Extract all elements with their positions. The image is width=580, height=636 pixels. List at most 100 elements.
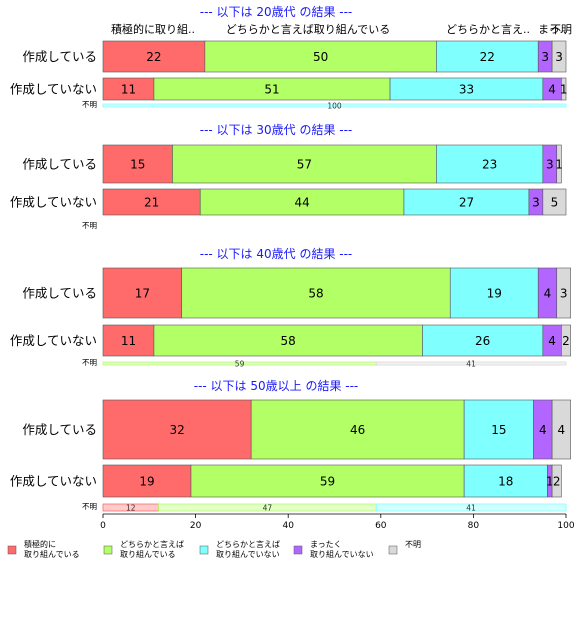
bar-value-label: 57	[297, 158, 312, 172]
bar-value-label: 4	[548, 83, 556, 97]
x-tick-label: 80	[468, 521, 480, 531]
bar-value-label: 51	[264, 83, 279, 97]
bar-segment	[463, 464, 548, 498]
bar-value-label: 3	[555, 50, 563, 64]
bar-value-label: 44	[294, 196, 309, 210]
bar-segment	[375, 503, 567, 512]
bar-segment	[190, 464, 465, 498]
bar-value-label: 1	[546, 475, 554, 489]
x-tick-label: 100	[557, 521, 574, 531]
legend-swatch	[293, 545, 303, 555]
row-label: 作成している	[22, 422, 97, 437]
bar-segment	[153, 324, 423, 357]
bar-value-label: 58	[281, 334, 296, 348]
panel-title: --- 以下は 40歳代 の結果 ---	[200, 247, 353, 261]
column-header: 不明	[550, 23, 572, 36]
bar-segment	[172, 144, 437, 184]
row-label: 作成している	[22, 49, 97, 64]
bar-value-label: 17	[135, 287, 150, 301]
bar-value-label: 1	[555, 158, 563, 172]
column-header: まっ..	[538, 23, 567, 36]
bar-value-label: 22	[146, 50, 161, 64]
bar-value-label: 46	[350, 423, 365, 437]
x-tick-label: 60	[375, 521, 387, 531]
row-label: 作成している	[22, 286, 97, 301]
bar-value-label: 100	[327, 102, 342, 111]
row-label: 作成していない	[10, 474, 97, 489]
legend-swatch	[388, 545, 398, 555]
bar-value-label: 59	[235, 360, 245, 369]
bar-value-label: 4	[544, 287, 552, 301]
bar-segment	[204, 40, 437, 73]
bar-value-label: 15	[130, 158, 145, 172]
row-label: 作成していない	[10, 333, 97, 348]
bar-value-label: 5	[551, 196, 559, 210]
panel-title: --- 以下は 30歳代 の結果 ---	[200, 123, 353, 137]
bar-value-label: 2	[553, 475, 561, 489]
bar-value-label: 27	[459, 196, 474, 210]
bar-segment	[102, 399, 252, 460]
bar-value-label: 32	[169, 423, 184, 437]
bar-segment	[102, 144, 173, 184]
bar-segment	[556, 267, 571, 319]
legend-label: 取り組んでいる	[24, 549, 80, 559]
legend-swatch	[199, 545, 209, 555]
bar-segment	[181, 267, 451, 319]
bar-value-label: 11	[121, 83, 136, 97]
row-label: 不明	[82, 358, 97, 367]
bar-value-label: 21	[144, 196, 159, 210]
bar-value-label: 41	[466, 504, 476, 513]
bar-value-label: 3	[546, 158, 554, 172]
legend-label: 取り組んでいない	[310, 549, 374, 559]
bar-value-label: 58	[308, 287, 323, 301]
column-header: 積極的に取り組..	[111, 22, 195, 36]
x-tick-label: 20	[190, 521, 202, 531]
bar-segment	[102, 188, 201, 216]
legend-label: 積極的に	[24, 539, 56, 549]
bar-value-label: 22	[480, 50, 495, 64]
bar-value-label: 3	[541, 50, 549, 64]
bar-segment	[102, 267, 183, 319]
bar-value-label: 4	[558, 423, 566, 437]
x-tick-label: 0	[100, 521, 106, 531]
column-header: どちらかと言え..	[446, 23, 530, 36]
bar-value-label: 47	[263, 504, 273, 513]
bar-segment	[422, 324, 544, 357]
bar-value-label: 4	[539, 423, 547, 437]
bar-value-label: 59	[320, 475, 335, 489]
bar-value-label: 1	[560, 83, 568, 97]
bar-value-label: 3	[532, 196, 540, 210]
bar-segment	[102, 464, 192, 498]
legend-label: 取り組んでいる	[120, 549, 176, 559]
bar-value-label: 12	[126, 504, 136, 513]
bar-value-label: 4	[548, 334, 556, 348]
row-label: 作成していない	[10, 195, 97, 210]
bar-segment	[561, 77, 567, 101]
row-label: 作成している	[22, 157, 97, 172]
bar-segment	[375, 361, 567, 366]
row-label: 不明	[82, 100, 97, 109]
row-label: 不明	[82, 502, 97, 511]
bar-segment	[403, 188, 530, 216]
bar-value-label: 50	[313, 50, 328, 64]
bar-segment	[463, 399, 534, 460]
bar-value-label: 3	[560, 287, 568, 301]
x-tick-label: 40	[282, 521, 294, 531]
bar-segment	[551, 464, 562, 498]
panel-title: --- 以下は 50歳以上 の結果 ---	[194, 379, 359, 393]
bar-segment	[199, 188, 405, 216]
legend-label: 不明	[405, 540, 421, 549]
column-header: どちらかと言えば取り組んでいる	[226, 23, 390, 36]
bar-value-label: 18	[498, 475, 513, 489]
bar-value-label: 19	[139, 475, 154, 489]
bar-value-label: 23	[482, 158, 497, 172]
bar-segment	[542, 188, 567, 216]
bar-segment	[561, 324, 571, 357]
bar-value-label: 26	[475, 334, 490, 348]
bar-segment	[556, 144, 562, 184]
row-label: 不明	[82, 221, 97, 230]
row-label: 作成していない	[10, 82, 97, 97]
bar-value-label: 15	[491, 423, 506, 437]
bar-segment	[551, 399, 571, 460]
